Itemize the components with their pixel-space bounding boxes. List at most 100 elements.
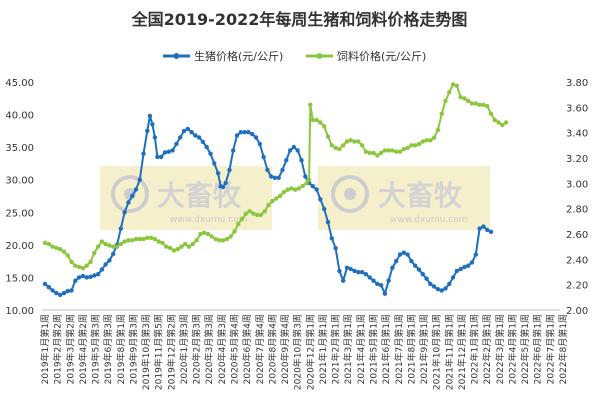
series-point-0[interactable] <box>390 265 395 270</box>
series-point-1[interactable] <box>469 101 475 106</box>
series-point-0[interactable] <box>447 281 452 287</box>
series-point-1[interactable] <box>111 244 116 249</box>
series-point-0[interactable] <box>322 206 327 212</box>
series-point-1[interactable] <box>450 82 456 87</box>
series-point-1[interactable] <box>293 187 298 192</box>
series-point-1[interactable] <box>122 239 127 244</box>
series-point-1[interactable] <box>213 236 218 242</box>
series-point-0[interactable] <box>473 252 478 257</box>
series-point-0[interactable] <box>466 263 471 268</box>
series-point-1[interactable] <box>420 139 425 144</box>
series-point-1[interactable] <box>164 244 169 249</box>
series-point-0[interactable] <box>352 268 357 274</box>
series-point-0[interactable] <box>299 158 304 163</box>
series-point-0[interactable] <box>337 268 342 274</box>
series-point-1[interactable] <box>239 216 245 221</box>
series-point-0[interactable] <box>348 266 353 272</box>
series-point-1[interactable] <box>224 236 230 242</box>
series-point-1[interactable] <box>274 196 279 201</box>
series-point-1[interactable] <box>481 102 486 108</box>
series-point-0[interactable] <box>69 288 74 293</box>
series-point-0[interactable] <box>329 236 334 241</box>
series-point-0[interactable] <box>454 268 460 274</box>
series-point-1[interactable] <box>130 238 135 243</box>
series-point-0[interactable] <box>227 167 232 173</box>
series-point-1[interactable] <box>266 202 271 208</box>
series-point-0[interactable] <box>178 135 183 140</box>
series-point-1[interactable] <box>390 148 395 153</box>
series-point-1[interactable] <box>118 241 124 247</box>
series-point-1[interactable] <box>179 244 184 249</box>
series-point-1[interactable] <box>255 212 260 218</box>
series-point-1[interactable] <box>58 247 63 252</box>
series-point-1[interactable] <box>247 209 252 214</box>
series-point-0[interactable] <box>231 148 236 153</box>
series-point-1[interactable] <box>202 230 207 235</box>
series-point-0[interactable] <box>111 251 116 257</box>
series-point-0[interactable] <box>61 290 67 296</box>
series-point-0[interactable] <box>166 149 171 154</box>
series-point-1[interactable] <box>325 134 331 139</box>
series-point-1[interactable] <box>232 229 237 234</box>
series-point-1[interactable] <box>454 83 460 89</box>
series-point-1[interactable] <box>306 177 312 182</box>
series-point-0[interactable] <box>246 130 251 135</box>
series-point-0[interactable] <box>284 158 289 163</box>
series-point-0[interactable] <box>359 270 365 275</box>
series-point-1[interactable] <box>371 150 376 156</box>
series-point-0[interactable] <box>310 184 315 189</box>
series-point-1[interactable] <box>322 124 327 129</box>
series-point-0[interactable] <box>413 263 418 268</box>
series-point-0[interactable] <box>174 141 179 147</box>
series-point-1[interactable] <box>84 263 89 268</box>
series-point-1[interactable] <box>65 253 70 258</box>
series-point-1[interactable] <box>95 244 101 249</box>
series-point-0[interactable] <box>155 154 160 160</box>
series-point-0[interactable] <box>170 148 175 153</box>
series-point-1[interactable] <box>447 89 452 95</box>
series-point-0[interactable] <box>477 226 482 231</box>
series-point-0[interactable] <box>356 270 361 275</box>
series-point-0[interactable] <box>150 122 155 127</box>
series-point-1[interactable] <box>485 103 490 109</box>
series-point-1[interactable] <box>50 244 55 249</box>
series-point-1[interactable] <box>160 240 165 246</box>
series-point-1[interactable] <box>107 243 112 248</box>
series-point-1[interactable] <box>258 212 264 218</box>
series-point-0[interactable] <box>450 275 456 280</box>
series-point-1[interactable] <box>473 101 478 106</box>
series-point-1[interactable] <box>359 143 365 148</box>
series-point-1[interactable] <box>496 120 501 125</box>
series-point-1[interactable] <box>352 139 357 144</box>
series-point-1[interactable] <box>458 95 463 100</box>
series-point-0[interactable] <box>65 288 70 294</box>
series-point-1[interactable] <box>152 236 158 242</box>
series-point-1[interactable] <box>348 138 353 143</box>
series-point-0[interactable] <box>162 150 168 155</box>
series-point-1[interactable] <box>183 241 188 247</box>
series-point-1[interactable] <box>310 117 315 123</box>
series-point-1[interactable] <box>477 102 482 108</box>
series-point-0[interactable] <box>314 187 319 192</box>
series-point-1[interactable] <box>103 241 108 247</box>
series-point-0[interactable] <box>462 264 467 270</box>
series-point-1[interactable] <box>114 244 120 249</box>
series-point-0[interactable] <box>394 258 399 264</box>
series-point-1[interactable] <box>500 122 505 128</box>
series-point-0[interactable] <box>481 224 486 229</box>
series-point-0[interactable] <box>95 272 101 277</box>
series-point-0[interactable] <box>424 276 429 281</box>
series-point-0[interactable] <box>242 130 247 135</box>
series-point-0[interactable] <box>200 139 206 145</box>
series-point-1[interactable] <box>69 259 74 265</box>
series-point-0[interactable] <box>159 154 164 160</box>
series-point-0[interactable] <box>238 130 243 135</box>
series-point-1[interactable] <box>503 120 509 125</box>
series-point-0[interactable] <box>99 267 105 272</box>
series-point-1[interactable] <box>344 139 350 144</box>
series-point-0[interactable] <box>344 265 350 270</box>
series-point-0[interactable] <box>469 260 475 265</box>
series-point-1[interactable] <box>42 240 48 246</box>
series-point-0[interactable] <box>220 184 226 190</box>
series-point-0[interactable] <box>375 281 380 287</box>
